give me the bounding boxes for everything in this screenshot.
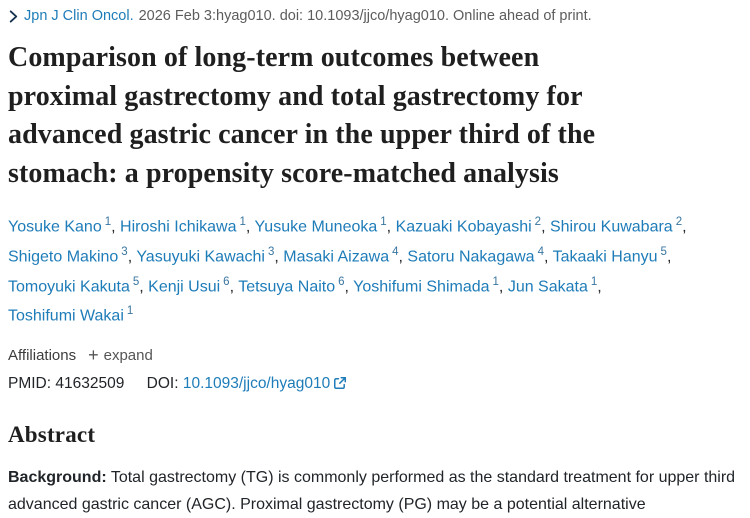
author-link[interactable]: Hiroshi Ichikawa	[120, 218, 237, 236]
expand-label: expand	[103, 346, 153, 364]
author-separator: ,	[597, 277, 602, 295]
article-title-line: advanced gastric cancer in the upper thi…	[8, 119, 596, 150]
affiliation-superscript[interactable]: 2	[675, 216, 683, 228]
author-link[interactable]: Masaki Aizawa	[283, 248, 390, 266]
author-link[interactable]: Shirou Kuwabara	[549, 218, 673, 236]
author-link[interactable]: Yosuke Kano	[8, 218, 102, 236]
pmid-label: PMID:	[8, 375, 52, 393]
author-link[interactable]: Tetsuya Naito	[238, 277, 336, 295]
affiliation-superscript[interactable]: 1	[126, 305, 134, 318]
background-paragraph: Background: Total gastrectomy (TG) is co…	[8, 464, 740, 518]
affiliations-row: Affiliations + expand	[8, 346, 740, 364]
affiliation-superscript[interactable]: 6	[223, 275, 230, 288]
background-text: Total gastrectomy (TG) is commonly perfo…	[8, 469, 736, 514]
identifiers-row: PMID: 41632509 DOI: 10.1093/jjco/hyag010	[8, 375, 740, 393]
author-separator: ,	[111, 218, 121, 236]
author-separator: ,	[682, 218, 687, 236]
author-separator: ,	[543, 248, 553, 266]
author-separator: ,	[498, 277, 508, 295]
author-link[interactable]: Kenji Usui	[148, 277, 221, 295]
authors-list: Yosuke Kano 1, Hiroshi Ichikawa 1, Yusuke …	[8, 210, 730, 329]
affiliations-label: Affiliations	[8, 346, 77, 364]
abstract-heading: Abstract	[8, 422, 96, 448]
author-separator: ,	[139, 277, 149, 295]
affiliation-superscript[interactable]: 3	[121, 245, 128, 258]
author-separator: ,	[344, 277, 354, 295]
author-link[interactable]: Jun Sakata	[507, 277, 588, 295]
pmid-value: 41632509	[55, 375, 125, 393]
expand-affiliations-button[interactable]: + expand	[88, 346, 153, 364]
affiliation-superscript[interactable]: 6	[338, 275, 345, 288]
journal-link[interactable]: Jpn J Clin Oncol.	[24, 8, 134, 24]
author-link[interactable]: Toshifumi Wakai	[8, 307, 124, 325]
affiliation-superscript[interactable]: 5	[132, 275, 140, 288]
chevron-right-icon[interactable]	[8, 9, 19, 23]
citation-bar: Jpn J Clin Oncol. 2026 Feb 3:hyag010. do…	[8, 8, 740, 24]
external-link-icon	[334, 377, 347, 390]
author-link[interactable]: Yusuke Muneoka	[254, 218, 378, 236]
author-separator: ,	[245, 218, 255, 236]
affiliation-superscript[interactable]: 1	[380, 216, 387, 228]
background-label: Background:	[8, 469, 107, 487]
author-separator: ,	[666, 248, 672, 266]
article-title-line: stomach: a propensity score-matched anal…	[8, 157, 559, 189]
author-link[interactable]: Satoru Nakagawa	[407, 248, 535, 266]
citation-details: 2026 Feb 3:hyag010. doi: 10.1093/jjco/hy…	[138, 8, 592, 24]
article-title-line: Comparison of long-term outcomes between	[8, 42, 540, 73]
article-title: Comparison of long-term outcomes between…	[8, 39, 740, 193]
author-link[interactable]: Yoshifumi Shimada	[353, 277, 490, 295]
affiliation-superscript[interactable]: 5	[660, 245, 667, 258]
affiliation-superscript[interactable]: 3	[267, 245, 275, 258]
author-link[interactable]: Shigeto Makino	[8, 248, 119, 266]
affiliation-superscript[interactable]: 1	[239, 216, 246, 228]
affiliation-superscript[interactable]: 1	[492, 275, 499, 288]
plus-icon: +	[88, 345, 99, 366]
author-link[interactable]: Tomoyuki Kakuta	[8, 277, 130, 295]
doi-link-text: 10.1093/jjco/hyag010	[182, 375, 331, 393]
author-link[interactable]: Takaaki Hanyu	[552, 248, 658, 266]
author-link[interactable]: Kazuaki Kobayashi	[395, 218, 532, 236]
author-separator: ,	[398, 248, 408, 266]
affiliation-superscript[interactable]: 2	[534, 216, 542, 228]
affiliation-superscript[interactable]: 1	[590, 275, 598, 288]
article-title-line: proximal gastrectomy and total gastrecto…	[8, 80, 583, 112]
author-separator: ,	[127, 248, 137, 266]
author-separator: ,	[274, 248, 284, 266]
doi-label: DOI:	[146, 375, 179, 393]
author-separator: ,	[229, 277, 239, 295]
affiliation-superscript[interactable]: 1	[104, 216, 112, 228]
author-separator: ,	[386, 218, 396, 236]
doi-link[interactable]: 10.1093/jjco/hyag010	[183, 375, 347, 392]
author-link[interactable]: Yasuyuki Kawachi	[136, 248, 265, 266]
author-separator: ,	[541, 218, 550, 236]
affiliation-superscript[interactable]: 4	[537, 245, 544, 258]
affiliation-superscript[interactable]: 4	[392, 245, 399, 258]
